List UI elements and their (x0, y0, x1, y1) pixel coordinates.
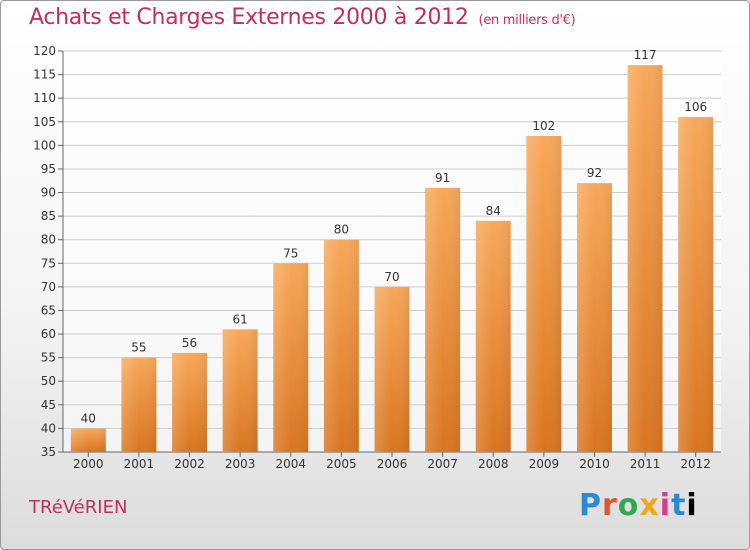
data-label-2001: 55 (131, 341, 146, 355)
x-tick-label: 2000 (73, 457, 104, 471)
data-label-2003: 61 (233, 312, 248, 326)
y-tick-label: 95 (41, 162, 56, 176)
y-tick-label: 110 (33, 91, 56, 105)
data-label-2004: 75 (283, 246, 298, 260)
bar-shine (121, 357, 157, 452)
y-tick-label: 45 (41, 398, 56, 412)
x-tick-label: 2012 (680, 457, 711, 471)
data-label-2002: 56 (182, 336, 197, 350)
axis-layer: 35 40 45 50 55 60 65 70 75 80 85 90 95 100 105 110 115 12… (33, 44, 721, 459)
y-tick-label: 35 (41, 445, 56, 459)
y-tick-label: 80 (41, 233, 56, 247)
bar-shine (526, 135, 562, 452)
logo-letter: P (579, 488, 602, 523)
bar-shine (576, 183, 612, 452)
logo-letter: i (686, 488, 698, 523)
data-label-2008: 84 (486, 204, 501, 218)
x-tick-label: 2009 (529, 457, 560, 471)
logo-letter: o (617, 488, 640, 523)
data-label-2000: 40 (81, 411, 96, 425)
y-tick-label: 50 (41, 374, 56, 388)
data-label-2012: 106 (684, 100, 707, 114)
x-tick-label: 2001 (124, 457, 155, 471)
bar-layer (70, 65, 714, 452)
y-tick-label: 90 (41, 186, 56, 200)
y-tick-label: 55 (41, 351, 56, 365)
bar-shine (323, 239, 359, 452)
x-tick-label: 2011 (630, 457, 661, 471)
chart-title-text: Achats et Charges Externes 2000 à 2012 (29, 5, 469, 30)
proxiti-logo[interactable]: Proxiti (579, 488, 698, 523)
x-tick-label: 2002 (174, 457, 205, 471)
x-tick-label: 2010 (579, 457, 610, 471)
x-tick-label: 2006 (377, 457, 408, 471)
chart-subtitle: (en milliers d'€) (478, 13, 576, 28)
bar-shine (374, 286, 410, 452)
bar-shine (678, 117, 714, 452)
bar-shine (222, 329, 258, 452)
y-tick-label: 115 (33, 68, 56, 82)
x-tick-label: 2003 (225, 457, 256, 471)
data-label-2009: 102 (532, 119, 555, 133)
y-tick-label: 75 (41, 256, 56, 270)
y-tick-label: 65 (41, 303, 56, 317)
data-label-2006: 70 (384, 270, 399, 284)
data-label-2005: 80 (334, 223, 349, 237)
x-tick-label: 2008 (478, 457, 509, 471)
bar-shine (627, 65, 663, 452)
x-tick-label: 2004 (275, 457, 306, 471)
y-tick-label: 85 (41, 209, 56, 223)
y-tick-label: 100 (33, 138, 56, 152)
bar-shine (475, 220, 511, 452)
commune-name: TRéVéRIEN (29, 497, 128, 518)
y-tick-label: 70 (41, 280, 56, 294)
y-tick-label: 120 (33, 44, 56, 58)
x-tick-label: 2005 (326, 457, 357, 471)
logo-letter: x (639, 488, 660, 523)
y-tick-label: 60 (41, 327, 56, 341)
logo-letter: i (659, 488, 672, 523)
x-tick-label: 2007 (427, 457, 458, 471)
bar-shine (172, 352, 208, 452)
bar-shine (425, 187, 461, 452)
data-label-2011: 117 (634, 48, 657, 62)
logo-letter: r (602, 488, 618, 523)
y-tick-label: 105 (33, 115, 56, 129)
bar-shine (273, 263, 309, 452)
data-label-2007: 91 (435, 171, 450, 185)
data-label-2010: 92 (587, 166, 602, 180)
logo-letter: t (671, 488, 687, 523)
chart-title: Achats et Charges Externes 2000 à 2012 (e… (29, 5, 576, 30)
label-layer: 40 2000 55 2001 56 2002 61 2003 75 2004 80 2005 70 20… (73, 48, 711, 471)
bar-shine (70, 428, 106, 452)
y-tick-label: 40 (41, 421, 56, 435)
